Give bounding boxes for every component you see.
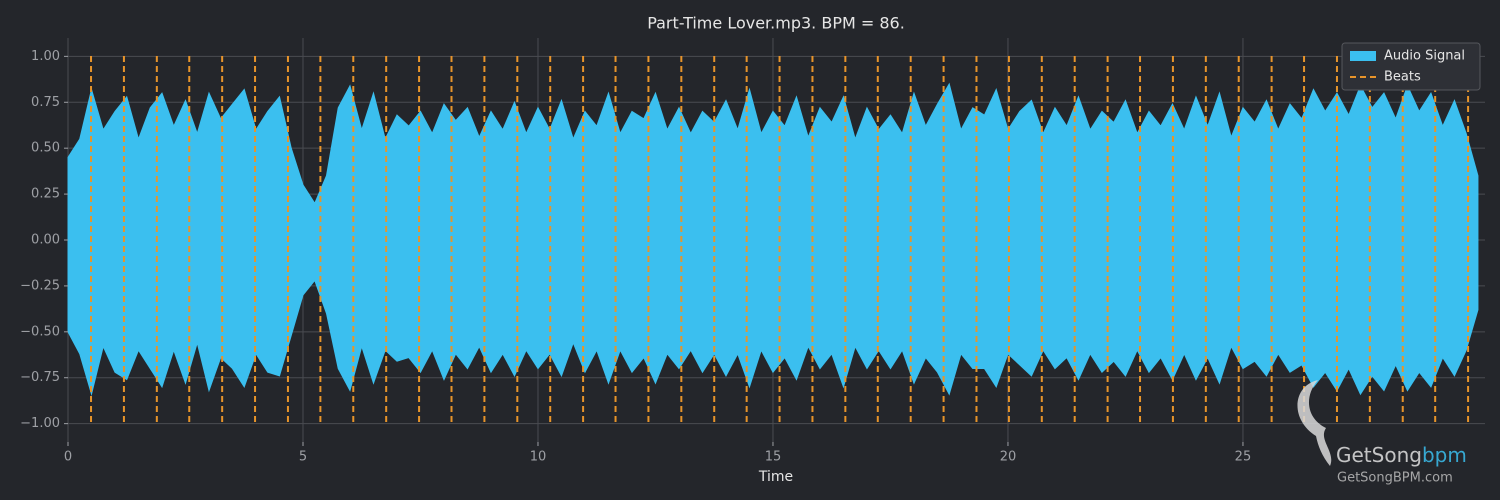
legend-label: Audio Signal [1384, 49, 1465, 64]
x-tick-label: 0 [64, 450, 72, 465]
ticks: −1.00 −0.75 −0.50 −0.25 0.00 0.25 0.50 0.75 1.00… [20, 49, 1251, 465]
watermark-brand-accent: bpm [1422, 443, 1467, 467]
legend-label: Beats [1384, 70, 1421, 85]
watermark-brand: GetSongbpm [1336, 443, 1467, 467]
watermark: GetSongbpm GetSongBPM.com [1297, 380, 1467, 486]
chart-title: Part-Time Lover.mp3. BPM = 86. [647, 14, 905, 33]
legend-box [1341, 42, 1481, 91]
watermark-brand-text: GetSong [1336, 443, 1422, 467]
y-tick-label: 0.75 [31, 95, 60, 110]
x-tick-label: 20 [1000, 450, 1017, 465]
watermark-icon [1297, 380, 1332, 466]
audio-signal-lower [67, 239, 1479, 397]
y-tick-label: 0.50 [31, 141, 60, 156]
y-tick-label: −0.50 [20, 324, 60, 339]
y-tick-label: −1.00 [20, 416, 60, 431]
x-tick-label: 10 [530, 450, 547, 465]
y-tick-label: −0.75 [20, 370, 60, 385]
x-axis-label: Time [758, 469, 793, 485]
plot-area [67, 56, 1479, 424]
x-tick-label: 15 [765, 450, 782, 465]
x-tick-label: 5 [299, 450, 307, 465]
x-tick-label: 25 [1235, 450, 1252, 465]
y-tick-label: 0.00 [31, 233, 60, 248]
legend-swatch [1350, 51, 1376, 61]
legend: Audio Signal Beats [1341, 42, 1481, 91]
y-tick-label: −0.25 [20, 278, 60, 293]
y-tick-label: 0.25 [31, 187, 60, 202]
y-tick-label: 1.00 [31, 49, 60, 64]
watermark-url: GetSongBPM.com [1337, 471, 1453, 486]
